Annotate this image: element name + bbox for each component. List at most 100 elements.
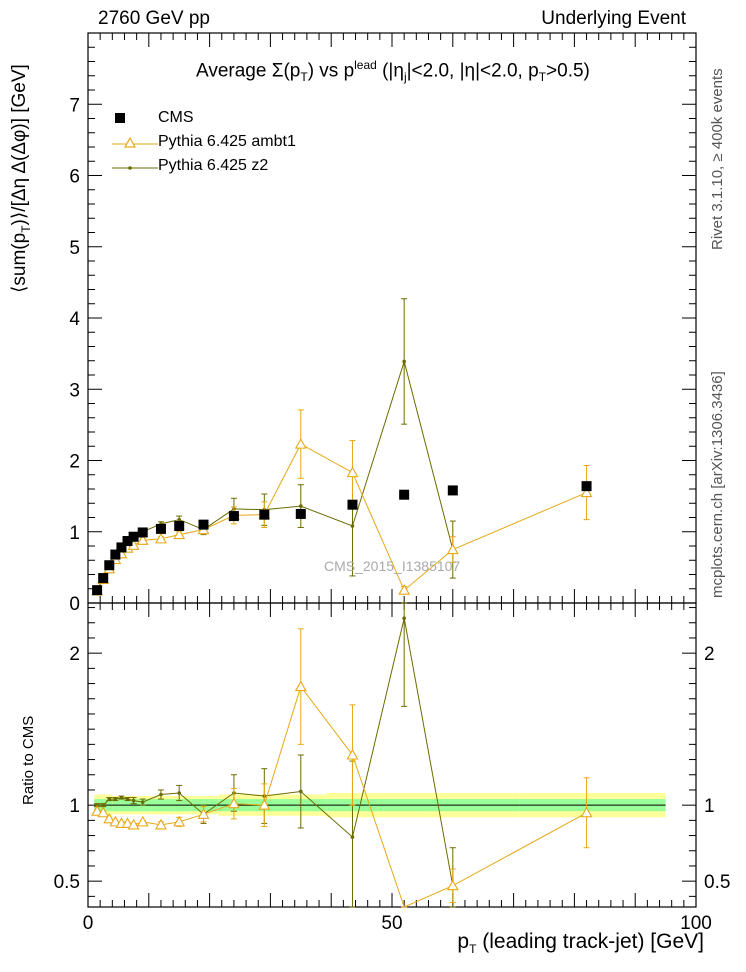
z2-line <box>96 359 454 591</box>
x-axis-label: pT (leading track-jet) [GeV] <box>457 930 704 957</box>
ambt1-point <box>580 486 593 498</box>
ratio-ambt1-point <box>258 799 271 810</box>
y-tick-label: 2 <box>69 452 80 473</box>
ratio-ambt1-point <box>227 797 240 809</box>
ratio-z2-point <box>140 800 145 804</box>
cms-point <box>110 549 121 560</box>
ambt1-point <box>155 532 167 544</box>
x-tick-label: 50 <box>381 913 402 934</box>
y-tick-label: 5 <box>69 238 80 259</box>
ratio-ambt1-point <box>346 748 359 760</box>
cms-point <box>198 519 209 530</box>
ratio-ambt1-point <box>121 817 134 828</box>
z2-point <box>177 517 181 522</box>
ratio-plot-frame <box>87 602 697 908</box>
cms-point <box>447 485 458 496</box>
ratio-z2-point <box>350 835 355 839</box>
plot-title: Average Σ(pT) vs plead (|ηj|<2.0, |η|<2.… <box>196 58 590 85</box>
ratio-z2-point <box>119 795 124 800</box>
cms-point <box>259 509 270 520</box>
ambt1-point <box>136 534 149 545</box>
ratio-ambt1-point <box>97 806 110 818</box>
ratio-series <box>91 602 593 908</box>
dot-marker-icon <box>112 166 158 170</box>
ratio-bands <box>94 793 666 818</box>
ratio-z2-point <box>101 803 105 807</box>
x-tick-label: 100 <box>680 913 712 934</box>
ratio-z2-point <box>113 797 118 801</box>
cms-point <box>122 536 133 547</box>
cms-point <box>116 542 127 553</box>
ratio-y-tick-label: 2 <box>704 644 715 665</box>
ratio-z2-point <box>125 797 130 801</box>
cms-point <box>174 521 185 532</box>
cms-point <box>92 585 103 596</box>
z2-point <box>350 524 355 528</box>
cms-point <box>399 489 410 500</box>
legend-label-cms: CMS <box>158 109 194 126</box>
side-mcplots-note: mcplots.cern.ch [arXiv:1306.3436] <box>709 371 726 598</box>
ratio-z2-point <box>402 616 406 620</box>
legend-label-ambt1: Pythia 6.425 ambt1 <box>158 133 296 150</box>
cms-point <box>137 527 148 538</box>
ratio-ambt1-point <box>173 815 186 827</box>
ratio-ambt1-point <box>580 806 593 818</box>
ratio-ambt1-point <box>294 680 307 692</box>
series-cms <box>92 481 592 596</box>
z2-point <box>299 504 303 508</box>
legend: CMS Pythia 6.425 ambt1 Pythia 6.425 z2 <box>112 106 296 178</box>
header-left: 2760 GeV pp <box>98 8 210 29</box>
triangle-marker-icon <box>112 136 158 148</box>
legend-label-z2: Pythia 6.425 z2 <box>158 157 269 174</box>
ratio-z2-point <box>159 792 163 797</box>
y-tick-label: 1 <box>69 523 80 544</box>
y-tick-label: 4 <box>69 309 80 330</box>
ratio-z2-line <box>97 618 454 886</box>
side-rivet-note: Rivet 3.1.10, ≥ 400k events <box>709 68 726 250</box>
x-tick-label: 0 <box>83 913 94 934</box>
ratio-z2-point <box>177 791 181 795</box>
y-tick-label: 7 <box>69 95 80 116</box>
legend-item-cms: CMS <box>112 106 296 130</box>
ratio-z2-point <box>131 798 136 803</box>
cms-point <box>347 499 358 510</box>
axes: 0 1 2 3 4 5 6 7 0 50 100 0.5 0.5 1 1 2 2 <box>54 32 730 934</box>
legend-item-z2: Pythia 6.425 z2 <box>112 154 296 178</box>
y-axis-label-ratio: Ratio to CMS <box>20 715 37 805</box>
ratio-ambt1-point <box>91 805 104 816</box>
ratio-ambt1-point <box>109 815 122 827</box>
cms-point <box>155 523 166 534</box>
ratio-ambt1-point <box>197 808 210 819</box>
header-right: Underlying Event <box>541 8 686 29</box>
ratio-y-tick-label: 1 <box>69 796 80 817</box>
ambt1-point <box>398 584 411 595</box>
ratio-ambt1-point <box>155 818 167 830</box>
ratio-y-tick-label: 2 <box>69 644 80 665</box>
cms-marker-icon <box>115 113 125 123</box>
ambt1-point <box>173 528 186 540</box>
ambt1-point <box>346 466 359 478</box>
ratio-y-tick-label: 1 <box>704 796 715 817</box>
ambt1-point <box>446 543 459 555</box>
ratio-ambt1-point <box>127 818 140 830</box>
ratio-y-tick-label: 0.5 <box>704 872 730 893</box>
cms-point <box>581 481 592 492</box>
y-tick-label: 3 <box>69 380 80 401</box>
cms-point <box>128 531 139 542</box>
cms-point <box>295 508 306 519</box>
cms-point <box>104 560 115 571</box>
ratio-ambt1-point <box>446 879 459 891</box>
ratio-y-tick-label: 0.5 <box>54 872 80 893</box>
analysis-watermark: CMS_2015_I1385107 <box>324 558 461 574</box>
y-tick-label: 6 <box>69 167 80 188</box>
ambt1-point <box>294 437 307 449</box>
cms-point <box>98 573 109 584</box>
ratio-z2-point <box>299 789 303 794</box>
cms-point <box>228 511 239 522</box>
ratio-ambt1-point <box>136 815 149 827</box>
y-axis-label-main: ⟨sum(pT)⟩/[Δη Δ(Δφ)] [GeV] <box>9 64 33 293</box>
ratio-z2-point <box>107 797 112 801</box>
y-tick-label: 0 <box>69 594 80 615</box>
z2-point <box>402 359 406 364</box>
ratio-ambt1-point <box>103 812 116 824</box>
